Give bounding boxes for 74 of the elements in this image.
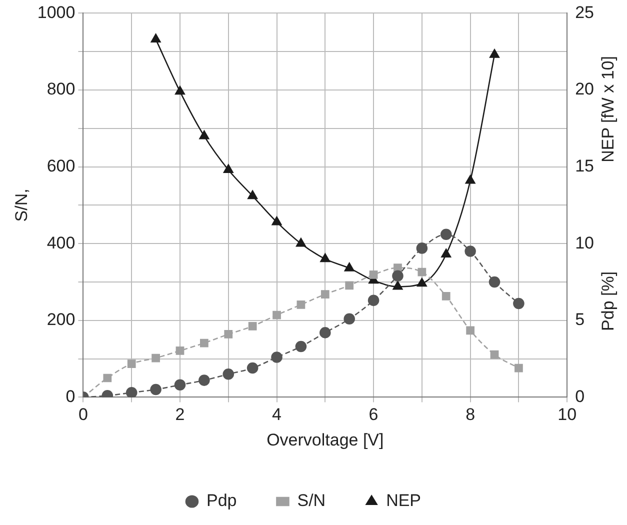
point — [176, 346, 184, 355]
y2-axis-title: NEP [fW x 10] — [598, 56, 618, 162]
legend-label: NEP — [386, 491, 422, 510]
point — [344, 262, 354, 272]
y2-tick-label: 15 — [575, 156, 594, 176]
point — [272, 216, 282, 226]
point — [224, 330, 233, 338]
point — [222, 368, 234, 380]
point — [198, 374, 210, 386]
x-tick-label: 0 — [78, 405, 88, 424]
point — [126, 386, 138, 398]
point — [442, 292, 450, 300]
point — [248, 322, 257, 330]
point — [392, 270, 404, 282]
point — [440, 228, 452, 240]
y2-tick-label: 10 — [575, 233, 594, 252]
x-tick-label: 2 — [175, 405, 185, 424]
y-tick-label: 800 — [46, 80, 76, 99]
point — [490, 350, 499, 359]
point — [465, 174, 476, 184]
y2-tick-label: 25 — [575, 2, 594, 22]
x-tick-label: 8 — [466, 405, 476, 424]
y-tick-label: 400 — [46, 233, 76, 252]
y2-tick-label: 0 — [575, 386, 585, 406]
y-tick-label: 600 — [46, 156, 76, 176]
point — [223, 164, 234, 174]
point — [320, 290, 330, 298]
legend-label: Pdp — [206, 491, 237, 510]
point — [416, 242, 428, 254]
point — [513, 298, 524, 310]
point — [514, 364, 523, 372]
y-axis-title: S/N, — [12, 188, 31, 222]
legend-label: S/N — [297, 491, 326, 510]
point — [152, 354, 160, 362]
y2-tick-label: 5 — [575, 310, 585, 330]
point — [344, 313, 355, 325]
y-tick-label: 1000 — [37, 2, 76, 22]
point — [174, 379, 186, 391]
point — [320, 253, 330, 262]
point — [175, 86, 185, 95]
point — [248, 190, 258, 200]
point — [295, 340, 307, 352]
y-tick-label: 0 — [66, 386, 76, 406]
point — [394, 264, 402, 272]
point — [441, 248, 452, 258]
x-tick-label: 6 — [368, 405, 378, 424]
y2-tick-label: 20 — [575, 80, 594, 99]
point — [466, 326, 474, 335]
point — [127, 360, 136, 368]
point — [418, 268, 426, 276]
text: Pdp [%] — [598, 271, 618, 331]
point — [296, 238, 306, 247]
point — [103, 374, 112, 382]
point — [490, 49, 500, 58]
y-tick-label: 200 — [46, 310, 76, 330]
point — [464, 246, 476, 257]
point — [488, 276, 500, 288]
point — [272, 310, 281, 320]
point — [246, 362, 258, 374]
point — [296, 300, 306, 309]
point — [150, 34, 161, 42]
x-axis-title: Overvoltage [V] — [266, 430, 384, 450]
point — [200, 338, 208, 348]
point — [368, 294, 380, 306]
point — [369, 270, 378, 279]
point — [416, 278, 427, 287]
point — [199, 130, 210, 140]
x-tick-label: 4 — [272, 405, 282, 424]
point — [345, 281, 354, 290]
point — [271, 352, 282, 363]
point — [392, 280, 403, 290]
point — [150, 384, 162, 396]
point — [320, 327, 331, 338]
x-tick-label: 10 — [558, 405, 577, 424]
